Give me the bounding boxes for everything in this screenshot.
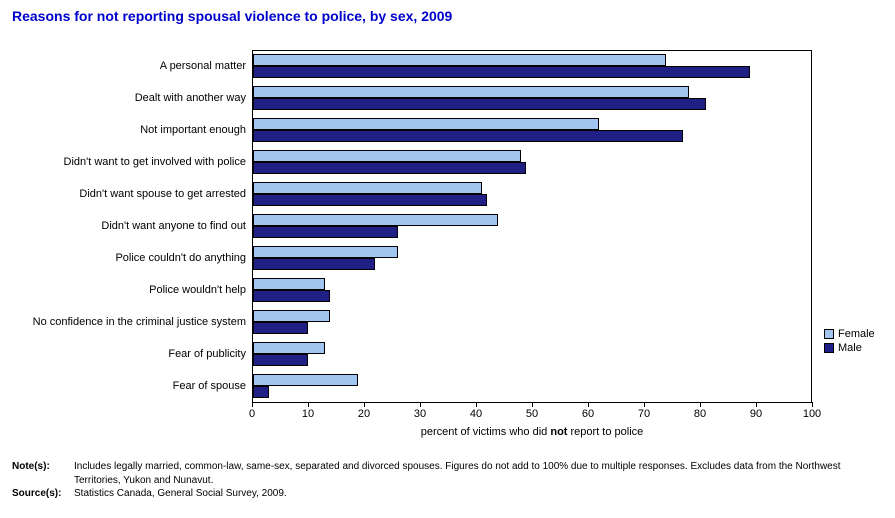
legend-label: Female (838, 328, 875, 340)
x-tick (308, 402, 309, 407)
legend-item: Male (824, 342, 875, 354)
bar-female (253, 278, 325, 290)
x-axis-title: percent of victims who did not report to… (252, 426, 812, 438)
category-label: Fear of publicity (168, 348, 246, 360)
category-label: Fear of spouse (173, 380, 246, 392)
bar-male (253, 194, 487, 206)
source-text: Statistics Canada, General Social Survey… (74, 487, 883, 501)
x-tick (588, 402, 589, 407)
bar-female (253, 54, 666, 66)
bar-male (253, 162, 526, 174)
bar-male (253, 98, 706, 110)
chart-area: A personal matter Dealt with another way N… (12, 44, 882, 444)
bar-female (253, 310, 330, 322)
legend-label: Male (838, 342, 862, 354)
bar-female (253, 342, 325, 354)
x-tick (812, 402, 813, 407)
x-tick-label: 10 (302, 408, 314, 420)
bar-female (253, 246, 398, 258)
x-tick-label: 20 (358, 408, 370, 420)
bar-female (253, 118, 599, 130)
category-label: Not important enough (140, 124, 246, 136)
x-tick-label: 40 (470, 408, 482, 420)
footnotes: Note(s): Includes legally married, commo… (12, 460, 883, 501)
x-tick (700, 402, 701, 407)
x-tick (364, 402, 365, 407)
bar-female (253, 374, 358, 386)
category-label: Didn't want spouse to get arrested (79, 188, 246, 200)
category-label: A personal matter (160, 60, 246, 72)
chart-title: Reasons for not reporting spousal violen… (12, 8, 883, 24)
x-tick-label: 60 (582, 408, 594, 420)
legend-swatch (824, 329, 834, 339)
category-label: Police wouldn't help (149, 284, 246, 296)
legend: Female Male (824, 328, 875, 356)
category-label: Police couldn't do anything (115, 252, 246, 264)
bar-male (253, 130, 683, 142)
bar-male (253, 354, 308, 366)
bar-male (253, 386, 269, 398)
bar-male (253, 66, 750, 78)
x-tick (756, 402, 757, 407)
bar-female (253, 86, 689, 98)
bar-female (253, 150, 521, 162)
x-tick (476, 402, 477, 407)
x-tick (532, 402, 533, 407)
bar-male (253, 226, 398, 238)
x-tick-label: 0 (249, 408, 255, 420)
x-tick-label: 70 (638, 408, 650, 420)
category-label: Didn't want anyone to find out (101, 220, 246, 232)
bar-female (253, 214, 498, 226)
x-tick-label: 100 (803, 408, 821, 420)
bar-male (253, 290, 330, 302)
x-tick-label: 90 (750, 408, 762, 420)
bar-male (253, 258, 375, 270)
legend-item: Female (824, 328, 875, 340)
x-tick (420, 402, 421, 407)
x-tick-label: 80 (694, 408, 706, 420)
x-tick-label: 30 (414, 408, 426, 420)
category-label: Didn't want to get involved with police (64, 156, 246, 168)
category-label: No confidence in the criminal justice sy… (33, 316, 246, 328)
bar-female (253, 182, 482, 194)
note-label: Note(s): (12, 460, 74, 487)
legend-swatch (824, 343, 834, 353)
source-label: Source(s): (12, 487, 74, 501)
x-tick-label: 50 (526, 408, 538, 420)
note-text: Includes legally married, common-law, sa… (74, 460, 883, 487)
category-label: Dealt with another way (135, 92, 246, 104)
x-tick (252, 402, 253, 407)
x-tick (644, 402, 645, 407)
bar-male (253, 322, 308, 334)
